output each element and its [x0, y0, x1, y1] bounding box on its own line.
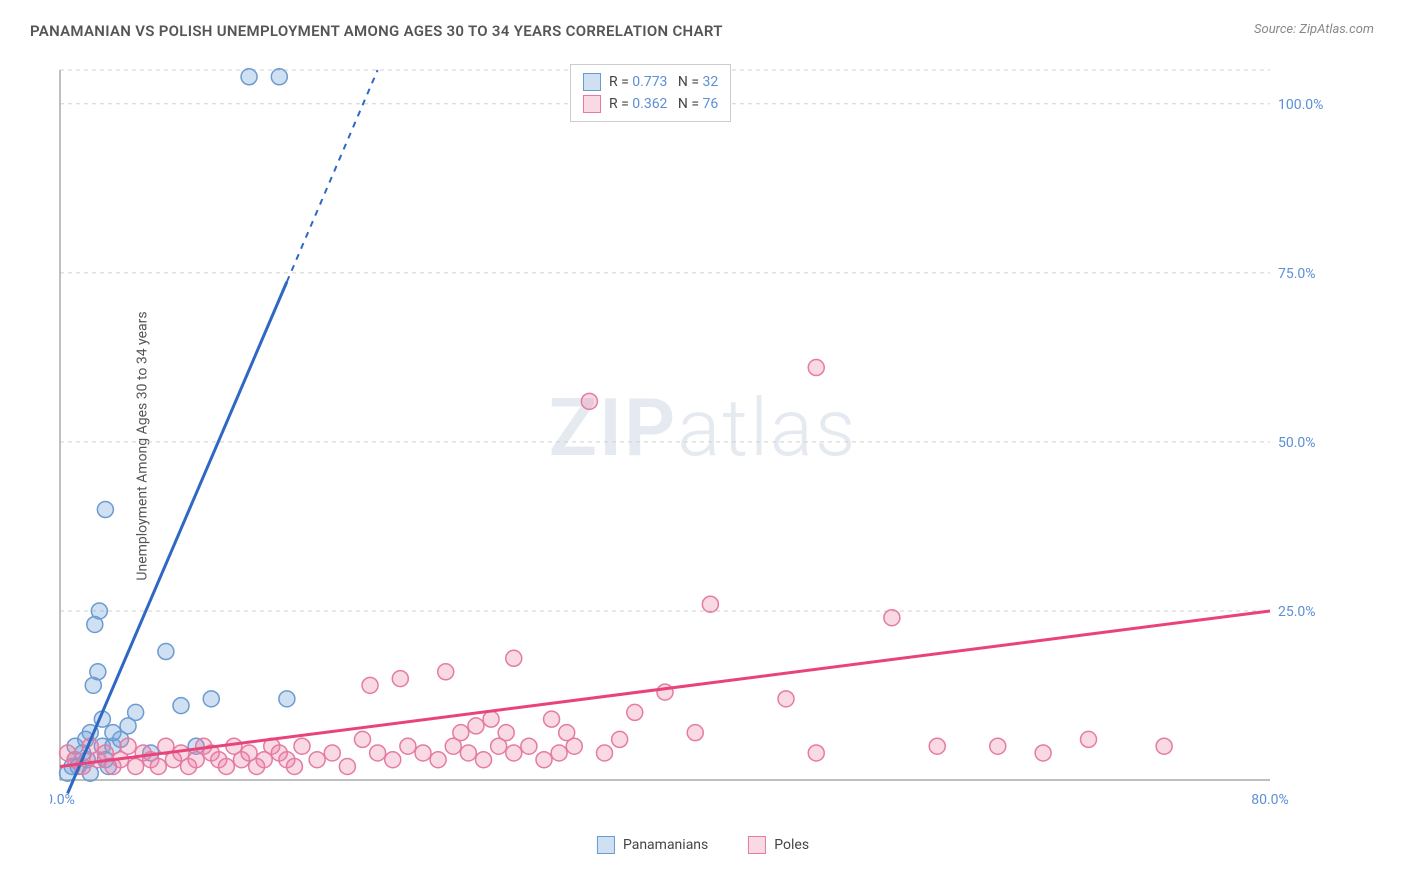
legend-bottom: Panamanians Poles — [597, 836, 809, 854]
legend-stats-row-2: R = 0.362 N = 76 — [583, 93, 718, 115]
swatch-panamanians — [583, 73, 601, 91]
legend-stats-box: R = 0.773 N = 32 R = 0.362 N = 76 — [570, 64, 731, 122]
legend-stats-text-1: R = 0.773 N = 32 — [609, 74, 718, 90]
r-value-2: 0.362 — [632, 96, 667, 112]
legend-label-panamanians: Panamanians — [623, 837, 708, 853]
n-value-1: 32 — [702, 74, 718, 90]
svg-text:25.0%: 25.0% — [1278, 604, 1316, 620]
svg-text:0.0%: 0.0% — [50, 792, 75, 808]
legend-stats-text-2: R = 0.362 N = 76 — [609, 96, 718, 112]
legend-stats-row-1: R = 0.773 N = 32 — [583, 71, 718, 93]
svg-text:100.0%: 100.0% — [1278, 97, 1323, 113]
plot-svg: 25.0% 50.0% 75.0% 100.0% 0.0% 80.0% — [50, 60, 1340, 820]
svg-text:80.0%: 80.0% — [1251, 792, 1289, 808]
r-value-1: 0.773 — [632, 74, 667, 90]
swatch-poles-b — [748, 836, 766, 854]
svg-text:50.0%: 50.0% — [1278, 435, 1316, 451]
swatch-poles — [583, 95, 601, 113]
swatch-panamanians-b — [597, 836, 615, 854]
legend-item-panamanians: Panamanians — [597, 836, 708, 854]
source-attribution: Source: ZipAtlas.com — [1254, 22, 1374, 37]
n-value-2: 76 — [702, 96, 718, 112]
legend-item-poles: Poles — [748, 836, 809, 854]
legend-label-poles: Poles — [774, 837, 809, 853]
chart-title: PANAMANIAN VS POLISH UNEMPLOYMENT AMONG … — [30, 22, 723, 40]
scatter-plot: 25.0% 50.0% 75.0% 100.0% 0.0% 80.0% — [50, 60, 1340, 820]
svg-text:75.0%: 75.0% — [1278, 266, 1316, 282]
